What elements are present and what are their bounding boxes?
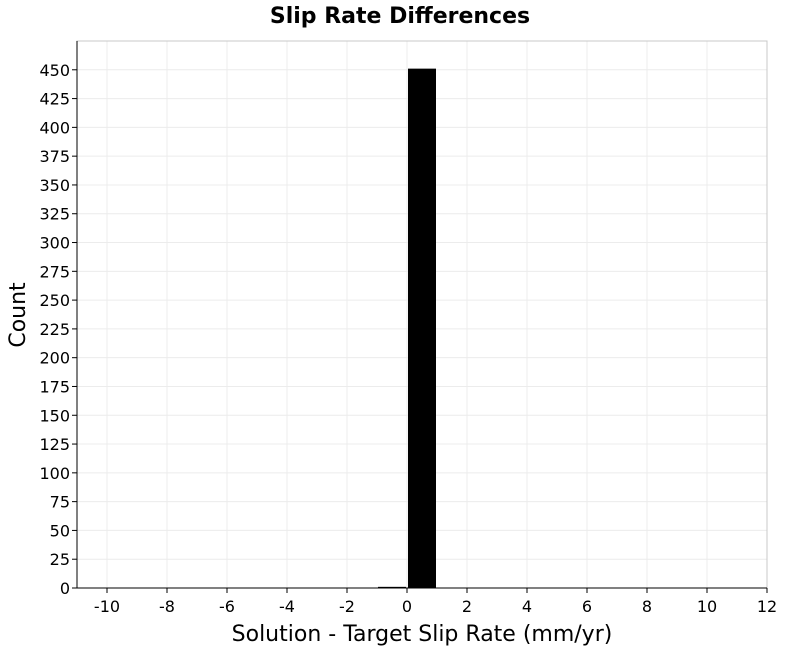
y-tick-label: 425: [39, 90, 70, 109]
y-tick-label: 50: [50, 521, 70, 540]
y-tick-label: 350: [39, 176, 70, 195]
y-tick-label: 100: [39, 464, 70, 483]
y-tick-label: 175: [39, 377, 70, 396]
y-tick-label: 275: [39, 262, 70, 281]
x-tick-label: -2: [339, 597, 355, 616]
y-tick-label: 250: [39, 291, 70, 310]
y-tick-label: 25: [50, 550, 70, 569]
x-tick-label: 12: [757, 597, 777, 616]
y-tick-label: 300: [39, 234, 70, 253]
x-tick-label: -6: [219, 597, 235, 616]
y-tick-label: 75: [50, 493, 70, 512]
histogram-bar: [408, 68, 436, 589]
y-tick-label: 400: [39, 118, 70, 137]
x-tick-label: 8: [642, 597, 652, 616]
histogram-bars: [378, 68, 436, 589]
histogram-bar: [378, 586, 406, 588]
x-tick-label: 0: [402, 597, 412, 616]
y-axis-label: Count: [6, 282, 31, 348]
y-tick-label: 225: [39, 320, 70, 339]
x-axis: -10 -8 -6 -4 -2 0 2 4 6 8 10 12: [77, 587, 777, 616]
x-axis-label: Solution - Target Slip Rate (mm/yr): [232, 622, 613, 647]
y-axis: 0 25 50 75 100 125 150 175 200 225 250 275 300 325 350…: [39, 41, 78, 598]
y-tick-label: 0: [60, 579, 70, 598]
y-tick-label: 125: [39, 435, 70, 454]
y-tick-label: 200: [39, 349, 70, 368]
x-tick-label: -10: [94, 597, 120, 616]
x-tick-label: 6: [582, 597, 592, 616]
x-tick-label: 10: [697, 597, 717, 616]
y-tick-label: 325: [39, 205, 70, 224]
x-tick-label: 4: [522, 597, 532, 616]
y-tick-label: 375: [39, 147, 70, 166]
y-tick-label: 450: [39, 61, 70, 80]
chart-title: Slip Rate Differences: [270, 4, 530, 29]
x-tick-label: -4: [279, 597, 295, 616]
x-tick-label: -8: [159, 597, 175, 616]
x-tick-label: 2: [462, 597, 472, 616]
y-tick-label: 150: [39, 406, 70, 425]
